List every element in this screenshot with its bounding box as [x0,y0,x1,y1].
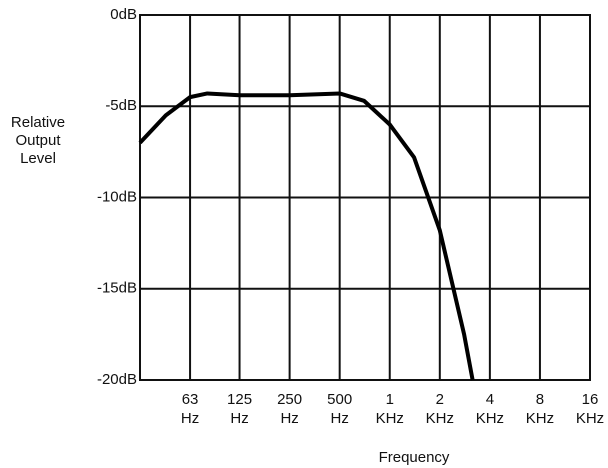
x-tick-label: 4 KHz [476,391,504,427]
x-tick-label: 125 Hz [227,391,252,427]
response-curve [138,91,475,381]
y-tick-label: -5dB [105,97,137,114]
y-axis-label: Relative Output Level [11,114,65,167]
y-tick-label: 0dB [110,6,137,23]
x-tick-label: 16 KHz [576,391,604,427]
x-tick-label: 500 Hz [327,391,352,427]
x-tick-label: 1 KHz [376,391,404,427]
x-tick-label: 63 Hz [181,391,199,427]
y-tick-label: -15dB [97,280,137,297]
x-axis-label: Frequency [379,449,450,466]
y-tick-label: -10dB [97,188,137,205]
x-tick-label: 8 KHz [526,391,554,427]
x-tick-label: 250 Hz [277,391,302,427]
x-tick-label: 2 KHz [426,391,454,427]
y-tick-label: -20dB [97,371,137,388]
